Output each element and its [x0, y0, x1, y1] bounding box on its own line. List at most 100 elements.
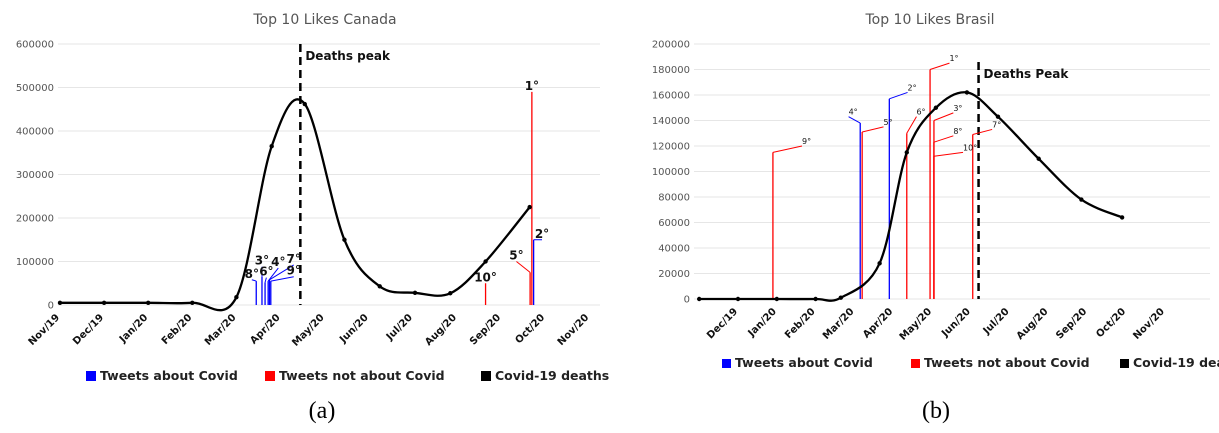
tweet-rank-label: 2°: [535, 227, 549, 241]
tweet-rank-label: 9°: [802, 137, 811, 146]
tweet-leader-line: [972, 128, 993, 136]
tweet-leader-line: [848, 116, 861, 124]
x-tick-label: Nov/20: [1131, 306, 1167, 342]
tweet-rank-label: 6°: [916, 108, 925, 117]
deaths-peak-label: Deaths Peak: [984, 67, 1070, 81]
chart-brasil-panel: Top 10 Likes Brasil 0 20000 40000 60000 80000…: [610, 0, 1219, 428]
deaths-point: [995, 114, 1001, 119]
y-tick-label: 80000: [658, 193, 690, 204]
tweet-leader-line: [906, 116, 917, 134]
tweet-leader-line: [772, 145, 803, 153]
x-tick-label: Feb/20: [783, 306, 818, 341]
tweet-leader-line: [267, 267, 279, 282]
x-tick-label: Nov/19: [27, 312, 63, 348]
tweet-rank-label: 8°: [953, 127, 962, 136]
deaths-point: [377, 284, 382, 289]
tweet-leader-line: [862, 126, 884, 133]
x-tick-label: Jun/20: [939, 306, 973, 340]
deaths-point: [527, 204, 532, 210]
figure-caption: (b): [922, 398, 950, 424]
legend-label-deaths: Covid-19 deaths: [495, 368, 609, 383]
y-tick-label: 60000: [658, 218, 690, 229]
x-tick-label: Nov/20: [556, 312, 592, 348]
deaths-point: [904, 150, 909, 155]
deaths-point: [735, 296, 741, 302]
tweet-leader-line: [264, 277, 267, 283]
y-tick-label: 100000: [652, 167, 690, 178]
y-tick-label: 160000: [652, 91, 690, 102]
y-tick-label: 100000: [16, 257, 54, 268]
chart-title: Top 10 Likes Canada: [252, 12, 396, 28]
tweet-rank-label: 4°: [849, 108, 858, 117]
tweet-leader-line: [269, 264, 294, 281]
chart-title: Top 10 Likes Brasil: [864, 12, 994, 28]
legend-swatch-covid: [722, 359, 731, 368]
x-tick-label: Jun/20: [337, 312, 371, 346]
tweet-rank-label: 1°: [949, 54, 958, 63]
tweet-rank-label: 5°: [884, 118, 893, 127]
tweet-rank-label: 9°: [287, 264, 301, 278]
tweet-leader-line: [251, 279, 257, 282]
tweet-rank-label: 3°: [255, 254, 269, 268]
legend-label-covid: Tweets about Covid: [735, 355, 873, 370]
y-tick-label: 0: [48, 301, 54, 312]
tweet-leader-line: [929, 62, 950, 70]
tweet-rank-label: 7°: [287, 252, 301, 266]
x-tick-label: Apr/20: [248, 312, 282, 346]
x-tick-label: Sep/20: [1054, 306, 1089, 341]
deaths-point: [838, 295, 844, 300]
deaths-point: [483, 259, 488, 264]
tweet-rank-label: 3°: [953, 104, 962, 113]
x-tick-label: Oct/20: [513, 312, 547, 346]
x-tick-label: Apr/20: [861, 306, 895, 340]
x-tick-label: May/20: [290, 312, 326, 348]
x-tick-label: Aug/20: [1015, 306, 1051, 342]
deaths-point: [964, 90, 970, 95]
x-tick-label: Aug/20: [423, 312, 459, 348]
deaths-point: [448, 291, 453, 296]
x-tick-label: Jul/20: [384, 312, 415, 343]
x-tick-label: May/20: [898, 306, 934, 342]
y-tick-label: 180000: [652, 65, 690, 76]
x-tick-label: Jan/20: [117, 312, 150, 345]
y-tick-label: 600000: [16, 40, 54, 51]
tweet-rank-label: 8°: [245, 267, 259, 281]
deaths-point: [234, 294, 239, 300]
x-tick-label: Jan/20: [746, 306, 779, 339]
tweet-rank-label: 10°: [963, 143, 977, 152]
tweet-rank-label: 2°: [908, 83, 917, 92]
chart-canada: Top 10 Likes Canada 0 100000 200000 300000 40…: [16, 12, 609, 424]
deaths-point: [101, 300, 107, 306]
deaths-point: [877, 261, 882, 266]
deaths-point: [1119, 215, 1125, 220]
deaths-peak-label: Deaths peak: [305, 49, 391, 63]
tweet-rank-label: 5°: [509, 249, 523, 263]
tweet-rank-label: 7°: [992, 120, 1001, 129]
deaths-point: [342, 237, 347, 242]
legend-swatch-covid: [86, 371, 96, 381]
y-tick-label: 400000: [16, 127, 54, 138]
deaths-point: [146, 300, 151, 306]
x-tick-label: Sep/20: [468, 312, 503, 347]
legend-label-not-covid: Tweets not about Covid: [279, 368, 445, 383]
x-tick-label: Mar/20: [203, 312, 239, 348]
deaths-point: [302, 101, 307, 107]
chart-canada-panel: Top 10 Likes Canada 0 100000 200000 300000 40…: [0, 0, 610, 428]
deaths-point: [269, 144, 274, 149]
x-tick-label: Dec/19: [71, 312, 106, 347]
legend-swatch-not-covid: [911, 359, 920, 368]
legend-label-covid: Tweets about Covid: [100, 368, 238, 383]
tweet-leader-line: [933, 151, 964, 157]
y-tick-label: 40000: [658, 244, 690, 255]
y-tick-label: 300000: [16, 170, 54, 181]
tweet-rank-label: 6°: [259, 265, 273, 279]
tweet-leader-line: [933, 112, 954, 121]
deaths-point: [1079, 197, 1084, 202]
y-tick-label: 140000: [652, 116, 690, 127]
deaths-point: [933, 105, 939, 110]
legend-swatch-deaths: [1120, 359, 1129, 368]
x-tick-label: Jul/20: [981, 306, 1012, 337]
x-tick-label: Mar/20: [821, 306, 857, 342]
tweet-rank-label: 1°: [525, 79, 539, 93]
deaths-point: [774, 296, 779, 302]
